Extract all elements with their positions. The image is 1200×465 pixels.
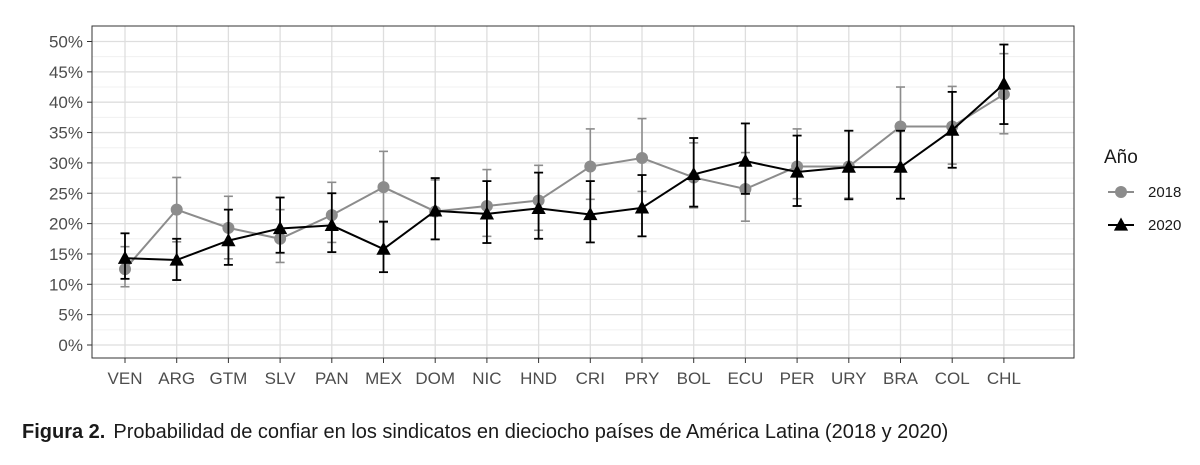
legend-key-marker xyxy=(1113,217,1129,231)
data-point-2020 xyxy=(789,164,805,178)
y-tick-label: 0% xyxy=(58,336,83,355)
legend-item-2018: 2018 xyxy=(1108,184,1181,201)
legend-item-2020: 2020 xyxy=(1108,217,1181,234)
data-point-2020 xyxy=(428,203,443,217)
figure-caption: Figura 2. Probabilidad de confiar en los … xyxy=(22,421,948,444)
y-tick-label: 30% xyxy=(49,154,83,173)
x-tick-label: PER xyxy=(780,369,815,388)
data-point-2018 xyxy=(584,160,597,173)
y-tick-label: 40% xyxy=(49,93,83,112)
series-line-2018 xyxy=(124,93,1005,270)
x-tick-label: PAN xyxy=(315,369,349,388)
data-point-2020 xyxy=(531,200,546,215)
x-tick-label: CHL xyxy=(987,369,1021,388)
x-tick-label: ARG xyxy=(158,369,195,388)
x-tick-label: VEN xyxy=(108,369,143,388)
legend-key-marker xyxy=(1115,186,1127,198)
y-tick-label: 5% xyxy=(58,306,83,325)
data-point-2020 xyxy=(272,220,288,235)
x-tick-label: CRI xyxy=(576,369,605,388)
x-tick-label: SLV xyxy=(265,369,297,388)
data-point-2018 xyxy=(377,181,390,194)
x-tick-label: GTM xyxy=(210,369,248,388)
legend-label: 2018 xyxy=(1148,184,1181,201)
y-tick-label: 45% xyxy=(49,63,83,82)
y-tick-label: 15% xyxy=(49,245,83,264)
x-tick-label: NIC xyxy=(472,369,501,388)
data-point-2020 xyxy=(583,206,598,221)
data-point-2020 xyxy=(117,250,133,264)
data-point-2020 xyxy=(221,233,236,247)
data-point-2020 xyxy=(324,217,339,232)
data-point-2018 xyxy=(636,152,648,165)
data-point-2020 xyxy=(841,159,856,173)
x-tick-label: URY xyxy=(831,369,867,388)
legend-label: 2020 xyxy=(1148,217,1181,234)
y-tick-label: 20% xyxy=(49,215,83,234)
data-point-2020 xyxy=(479,206,495,220)
x-tick-label: HND xyxy=(520,369,557,388)
data-point-2020 xyxy=(893,159,908,173)
y-tick-label: 50% xyxy=(49,33,83,52)
x-tick-label: PRY xyxy=(625,369,660,388)
y-tick-label: 25% xyxy=(49,184,83,203)
x-tick-label: BOL xyxy=(677,369,711,388)
legend-items: 2018 2020 xyxy=(1108,184,1181,234)
data-point-2018 xyxy=(894,120,907,133)
data-point-2020 xyxy=(996,76,1012,90)
x-axis-ticks: VEN ARG GTM SLV PAN MEX DOM NIC HND CRI PRY BOL ECU P… xyxy=(108,358,1021,388)
data-point-2020 xyxy=(738,153,753,167)
chart: 0% 5% 10% 15% 20% 25% 30% 35% 40% 45% 50% VEN ARG GT… xyxy=(49,25,1181,388)
caption-label: Figura 2. xyxy=(22,421,106,443)
grid xyxy=(92,26,1074,358)
series-line-2020 xyxy=(124,83,1005,262)
legend: Año 2018 2020 xyxy=(1104,147,1181,234)
y-axis-ticks: 0% 5% 10% 15% 20% 25% 30% 35% 40% 45% 50% xyxy=(49,33,92,355)
series-2020 xyxy=(117,43,1012,281)
x-tick-label: COL xyxy=(935,369,970,388)
plot-background xyxy=(92,26,1074,358)
x-tick-label: MEX xyxy=(365,369,402,388)
x-tick-label: BRA xyxy=(883,369,919,388)
data-point-2020 xyxy=(169,252,184,266)
data-point-2020 xyxy=(686,166,701,181)
x-tick-label: DOM xyxy=(415,369,455,388)
caption-text: Probabilidad de confiar en los sindicato… xyxy=(113,421,949,443)
plot-panel xyxy=(91,25,1075,359)
series-layer xyxy=(117,43,1012,288)
data-point-2020 xyxy=(376,241,391,255)
y-tick-label: 35% xyxy=(49,124,83,143)
data-point-2020 xyxy=(945,122,960,136)
data-point-2020 xyxy=(634,200,650,214)
data-point-2018 xyxy=(170,203,183,216)
legend-title: Año xyxy=(1104,147,1138,168)
y-tick-label: 10% xyxy=(49,275,83,294)
x-tick-label: ECU xyxy=(727,369,763,388)
